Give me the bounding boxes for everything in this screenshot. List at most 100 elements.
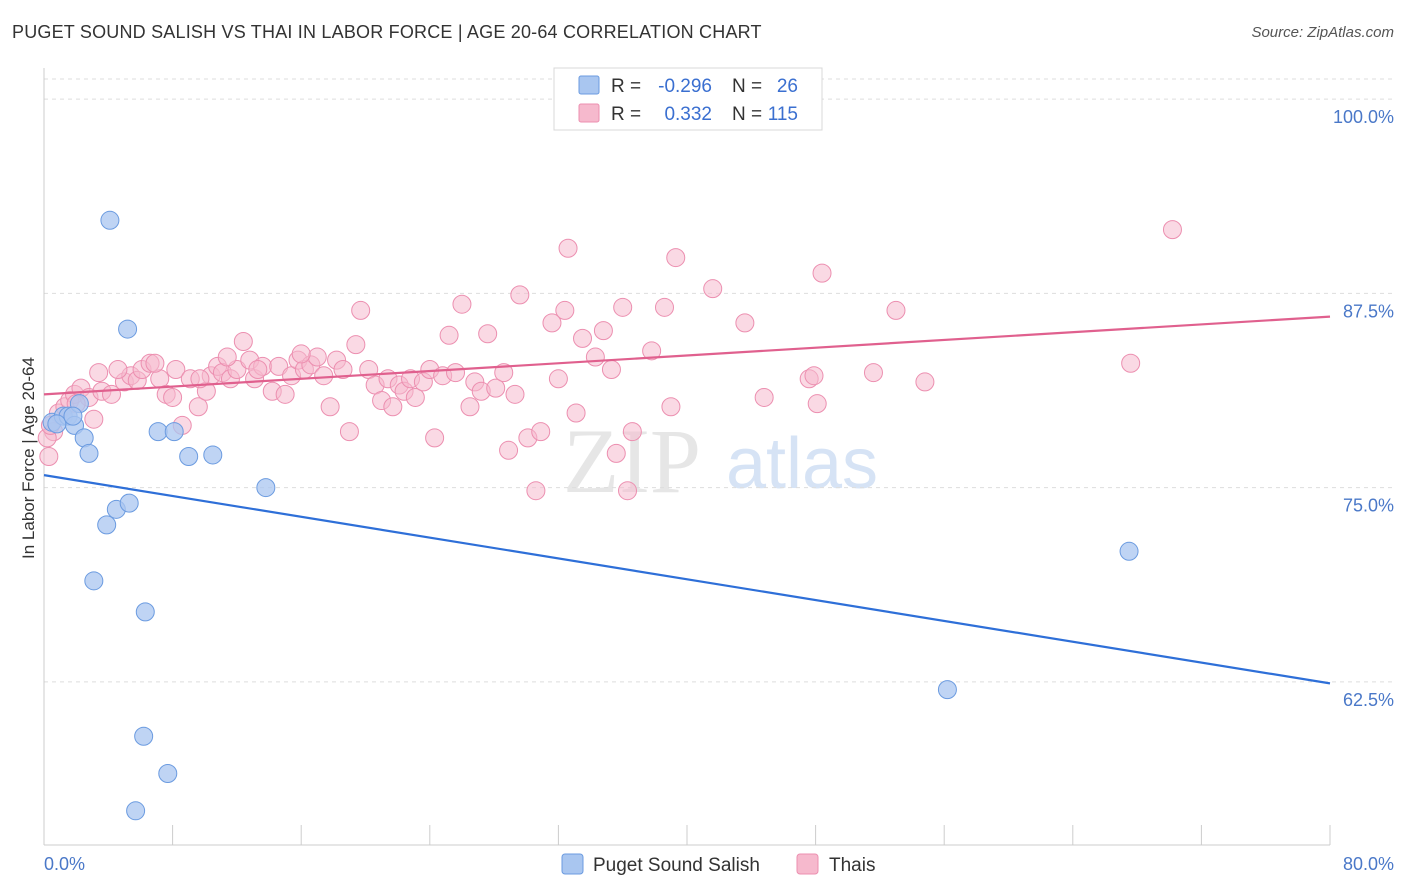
thai-point-29[interactable] — [233, 332, 253, 352]
salish-point-25[interactable] — [63, 406, 83, 426]
thai-point-62[interactable] — [446, 363, 466, 383]
thai-point-34[interactable] — [269, 356, 289, 376]
salish-point-17[interactable] — [164, 422, 184, 442]
thai-point-86[interactable] — [613, 297, 633, 317]
thai-point-35[interactable] — [275, 384, 295, 404]
thai-trend-line — [43, 315, 1331, 396]
thai-point-112[interactable] — [217, 347, 237, 367]
thai-point-97[interactable] — [804, 366, 824, 386]
salish-point-22[interactable] — [937, 680, 957, 700]
thai-point-75[interactable] — [531, 422, 551, 442]
thai-point-45[interactable] — [339, 422, 359, 442]
thai-point-44[interactable] — [333, 359, 353, 379]
thai-point-92[interactable] — [666, 248, 686, 268]
y-tick-labels: 62.5% 75.0% 87.5% 100.0% — [1333, 107, 1394, 710]
thai-point-85[interactable] — [606, 443, 626, 463]
thai-point-79[interactable] — [558, 238, 578, 258]
thai-point-69[interactable] — [494, 363, 514, 383]
legend-r-value-2: 0.332 — [664, 104, 712, 125]
thai-point-61[interactable] — [439, 325, 459, 345]
thai-point-76[interactable] — [542, 313, 562, 333]
salish-point-6[interactable] — [79, 443, 99, 463]
thai-point-99[interactable] — [812, 263, 832, 283]
salish-point-19[interactable] — [203, 445, 223, 465]
thai-point-93[interactable] — [703, 279, 723, 299]
x-ticks — [172, 825, 1331, 845]
salish-point-12[interactable] — [118, 319, 138, 339]
salish-point-20[interactable] — [256, 478, 276, 498]
salish-point-9[interactable] — [100, 210, 120, 230]
salish-point-21[interactable] — [126, 801, 146, 821]
y-tick-label-0: 62.5% — [1343, 690, 1394, 710]
salish-point-14[interactable] — [135, 602, 155, 622]
thai-point-46[interactable] — [346, 335, 366, 355]
thai-point-87[interactable] — [618, 481, 638, 501]
thai-point-102[interactable] — [915, 372, 935, 392]
bottom-legend-swatch-blue[interactable] — [561, 853, 584, 875]
thai-point-101[interactable] — [886, 300, 906, 320]
thai-point-52[interactable] — [383, 397, 403, 417]
thai-point-40[interactable] — [307, 347, 327, 367]
thai-point-104[interactable] — [1162, 220, 1182, 240]
thai-point-83[interactable] — [593, 321, 613, 341]
thai-point-68[interactable] — [486, 378, 506, 398]
thai-point-59[interactable] — [425, 428, 445, 448]
thai-point-78[interactable] — [555, 300, 575, 320]
salish-point-13[interactable] — [134, 726, 154, 746]
thai-point-8[interactable] — [84, 409, 104, 429]
thai-point-19[interactable] — [166, 359, 186, 379]
thai-point-114[interactable] — [291, 344, 311, 364]
thai-point-109[interactable] — [108, 359, 128, 379]
thai-point-0[interactable] — [39, 447, 59, 466]
thai-point-103[interactable] — [1121, 353, 1141, 373]
y-tick-label-3: 100.0% — [1333, 107, 1394, 127]
bottom-legend-label-pink[interactable]: Thais — [829, 855, 875, 876]
thai-point-72[interactable] — [510, 285, 530, 305]
thai-point-110[interactable] — [145, 353, 165, 373]
x-tick-label-min: 0.0% — [44, 854, 85, 874]
bottom-legend-label-blue[interactable]: Puget Sound Salish — [593, 855, 760, 876]
salish-point-7[interactable] — [84, 571, 104, 591]
thai-point-74[interactable] — [526, 481, 546, 501]
salish-point-11[interactable] — [119, 493, 139, 513]
thai-point-80[interactable] — [566, 403, 586, 423]
thai-point-91[interactable] — [661, 397, 681, 417]
thai-point-94[interactable] — [735, 313, 755, 333]
thai-point-22[interactable] — [188, 397, 208, 417]
thai-point-56[interactable] — [405, 387, 425, 407]
legend-n-value-1: 26 — [777, 76, 798, 97]
thai-point-98[interactable] — [807, 394, 827, 414]
thai-point-88[interactable] — [622, 422, 642, 442]
thai-point-100[interactable] — [863, 363, 883, 383]
salish-point-8[interactable] — [97, 515, 117, 535]
thai-point-67[interactable] — [478, 324, 498, 344]
thai-point-108[interactable] — [89, 363, 109, 383]
thai-point-18[interactable] — [163, 387, 183, 407]
thai-point-42[interactable] — [320, 397, 340, 417]
salish-point-23[interactable] — [1119, 541, 1139, 561]
thai-point-81[interactable] — [573, 328, 593, 348]
thai-point-64[interactable] — [460, 397, 480, 417]
salish-point-24[interactable] — [47, 414, 67, 434]
salish-point-18[interactable] — [179, 447, 199, 466]
thai-point-47[interactable] — [351, 300, 371, 320]
legend-r-value-1: -0.296 — [658, 76, 712, 97]
thai-point-111[interactable] — [190, 369, 210, 389]
thai-point-82[interactable] — [585, 347, 605, 367]
thai-point-70[interactable] — [499, 440, 519, 460]
y-tick-label-1: 75.0% — [1343, 496, 1394, 516]
thai-point-41[interactable] — [314, 366, 334, 386]
salish-point-16[interactable] — [158, 764, 178, 784]
thai-point-89[interactable] — [642, 341, 662, 361]
thai-point-63[interactable] — [452, 294, 472, 314]
x-tick-label-max: 80.0% — [1343, 854, 1394, 874]
salish-point-15[interactable] — [148, 422, 168, 442]
thai-point-84[interactable] — [601, 359, 621, 379]
thai-point-113[interactable] — [248, 359, 268, 379]
thai-point-90[interactable] — [654, 297, 674, 317]
thai-point-77[interactable] — [548, 369, 568, 389]
thai-point-95[interactable] — [754, 387, 774, 407]
bottom-legend-swatch-pink[interactable] — [796, 853, 819, 875]
thai-point-71[interactable] — [505, 384, 525, 404]
